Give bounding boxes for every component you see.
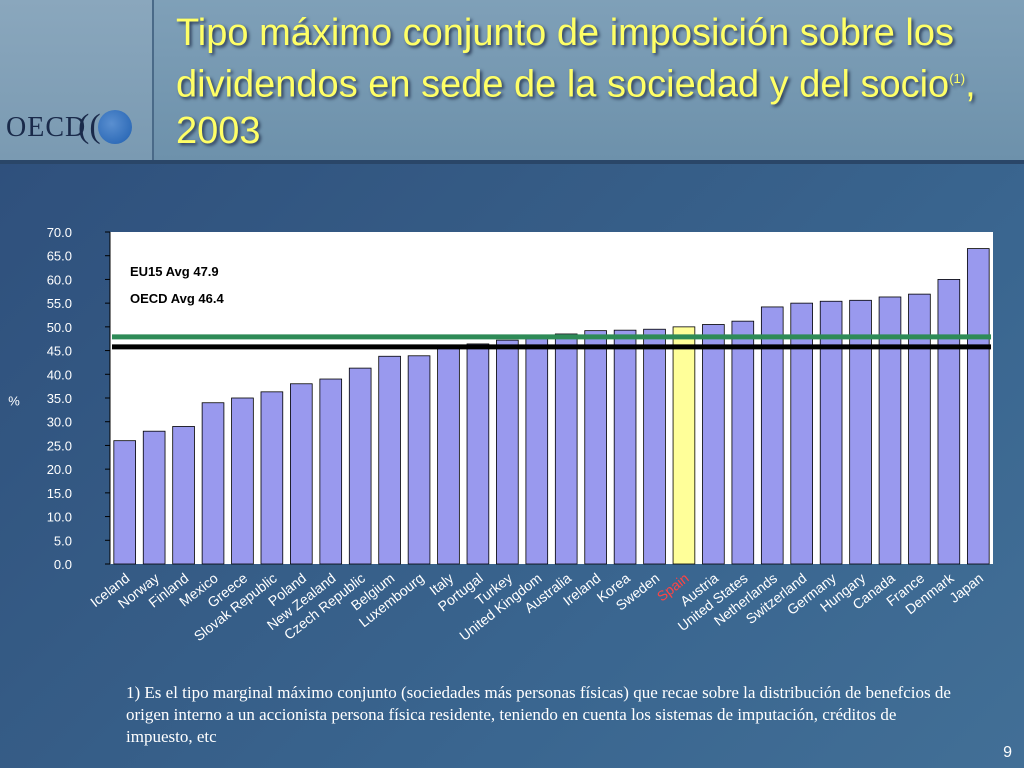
y-tick-label: 20.0 [47, 462, 72, 477]
oecd-avg-label: OECD Avg 46.4 [130, 291, 224, 306]
y-tick-label: 45.0 [47, 344, 72, 359]
bar-switzerland [790, 302, 813, 565]
title-main: Tipo máximo conjunto de imposición sobre… [176, 12, 954, 106]
bar-belgium [378, 355, 401, 565]
x-tick-label-japan: Japan [946, 570, 986, 606]
bar-netherlands [760, 306, 784, 565]
y-tick-label: 60.0 [47, 272, 72, 287]
y-tick-label: 55.0 [47, 296, 72, 311]
y-tick-label: 0.0 [54, 557, 72, 572]
plot-area [110, 232, 993, 564]
y-axis-label: % [8, 393, 20, 408]
y-tick-label: 30.0 [47, 415, 72, 430]
y-tick-label: 35.0 [47, 391, 72, 406]
oecd-logo-arc-icon: (( [78, 108, 101, 145]
y-tick-label: 5.0 [54, 533, 72, 548]
bar-japan [966, 248, 990, 565]
bar-norway [142, 430, 166, 565]
oecd-logo-circle-icon [98, 110, 132, 144]
bar-united-kingdom [525, 338, 549, 565]
y-tick-label: 65.0 [47, 249, 72, 264]
y-tick-label: 70.0 [47, 225, 72, 240]
y-tick-label: 15.0 [47, 486, 72, 501]
bar-portugal [466, 343, 490, 565]
bar-ireland [584, 330, 607, 565]
bar-australia [554, 333, 578, 565]
bar-austria [702, 324, 725, 565]
bar-finland [172, 426, 195, 565]
bar-sweden [643, 328, 666, 565]
bar-slovak-republic [260, 391, 284, 565]
header-band [0, 0, 1024, 160]
bar-spain [672, 326, 696, 565]
header-divider [0, 160, 1024, 164]
bar-denmark [937, 279, 961, 565]
bar-luxembourg [407, 355, 431, 565]
bar-united-states [731, 320, 755, 565]
bar-hungary [849, 299, 872, 565]
logo-panel: OECD (( [0, 0, 154, 160]
y-tick-label: 50.0 [47, 320, 72, 335]
footnote: 1) Es el tipo marginal máximo conjunto (… [126, 683, 951, 746]
bar-new-zealand [319, 378, 343, 565]
oecd-logo-text: OECD [6, 112, 87, 143]
y-tick-label: 25.0 [47, 438, 72, 453]
bar-france [908, 293, 931, 565]
bar-czech-republic [348, 367, 372, 565]
page-number: 9 [1003, 744, 1012, 761]
bar-korea [613, 329, 637, 565]
eu15-avg-label: EU15 Avg 47.9 [130, 264, 219, 279]
slide-title: Tipo máximo conjunto de imposición sobre… [176, 10, 1016, 154]
bar-germany [819, 300, 843, 565]
bar-canada [878, 296, 902, 565]
y-tick-label: 40.0 [47, 367, 72, 382]
title-year: , 2003 [176, 63, 976, 152]
bar-greece [231, 397, 254, 565]
y-tick-label: 10.0 [47, 510, 72, 525]
bar-iceland [113, 440, 137, 565]
bar-turkey [496, 339, 519, 565]
bar-poland [290, 383, 313, 565]
bar-italy [437, 345, 460, 565]
bar-mexico [201, 402, 225, 565]
bar-chart: 0.0 5.0 10.0 15.0 20.0 25.0 30.0 35.0 40.0 45.0 50… [8, 225, 993, 644]
title-footnote-ref: (1) [949, 71, 966, 86]
